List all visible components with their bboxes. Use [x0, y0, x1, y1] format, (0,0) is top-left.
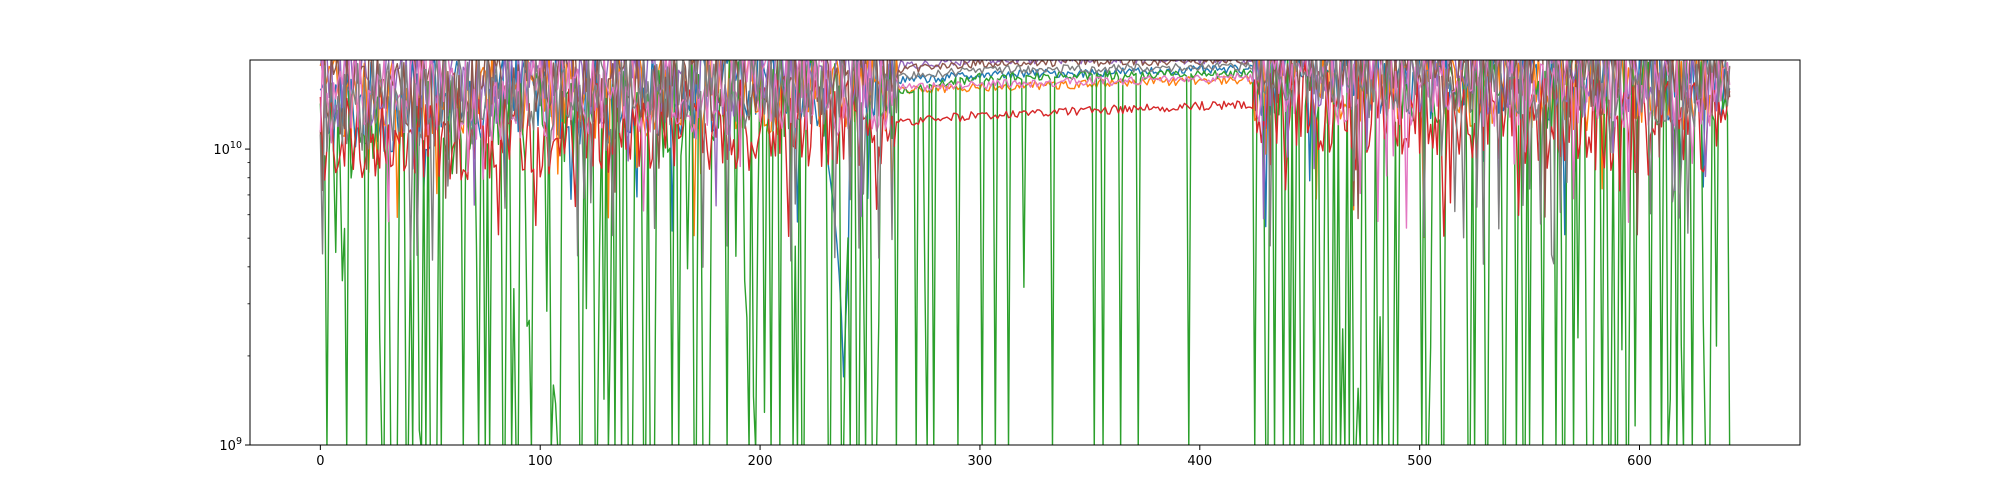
x-tick-label: 400 — [1187, 454, 1212, 469]
series-line-8 — [319, 60, 1731, 268]
x-axis: 0 100 200 300 400 500 600 — [316, 445, 1652, 469]
series-line-7 — [319, 60, 1731, 229]
y-axis: 109 1010 — [213, 140, 250, 454]
y-tick-label: 109 — [219, 436, 242, 454]
x-tick-label: 0 — [316, 454, 324, 469]
x-tick-label: 600 — [1627, 454, 1652, 469]
y-tick-label: 1010 — [213, 140, 242, 158]
x-tick-label: 300 — [968, 454, 993, 469]
plot-frame — [249, 59, 1801, 446]
series-layer — [319, 60, 1731, 445]
series-line-3 — [319, 60, 1731, 445]
x-tick-label: 500 — [1407, 454, 1432, 469]
x-tick-label: 100 — [528, 454, 553, 469]
x-tick-label: 200 — [748, 454, 773, 469]
